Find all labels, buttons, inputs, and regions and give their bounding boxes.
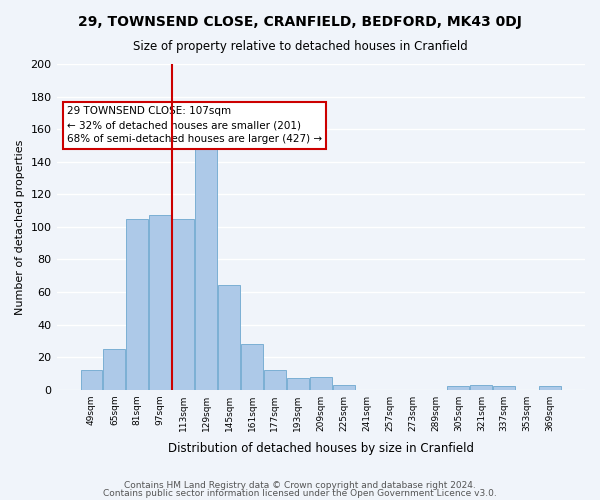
Bar <box>103 349 125 390</box>
Bar <box>127 218 148 390</box>
Bar <box>80 370 103 390</box>
Bar <box>539 386 561 390</box>
Bar <box>172 218 194 390</box>
Bar <box>264 370 286 390</box>
Text: Size of property relative to detached houses in Cranfield: Size of property relative to detached ho… <box>133 40 467 53</box>
Bar <box>195 140 217 390</box>
Y-axis label: Number of detached properties: Number of detached properties <box>15 139 25 314</box>
Bar <box>241 344 263 390</box>
Text: 29, TOWNSEND CLOSE, CRANFIELD, BEDFORD, MK43 0DJ: 29, TOWNSEND CLOSE, CRANFIELD, BEDFORD, … <box>78 15 522 29</box>
Bar <box>493 386 515 390</box>
Bar <box>333 385 355 390</box>
Bar <box>287 378 309 390</box>
Bar <box>448 386 469 390</box>
Bar <box>470 385 492 390</box>
Bar <box>149 216 171 390</box>
Text: 29 TOWNSEND CLOSE: 107sqm
← 32% of detached houses are smaller (201)
68% of semi: 29 TOWNSEND CLOSE: 107sqm ← 32% of detac… <box>67 106 322 144</box>
Bar <box>218 286 240 390</box>
Bar <box>310 376 332 390</box>
Text: Contains HM Land Registry data © Crown copyright and database right 2024.: Contains HM Land Registry data © Crown c… <box>124 481 476 490</box>
Text: Contains public sector information licensed under the Open Government Licence v3: Contains public sector information licen… <box>103 488 497 498</box>
X-axis label: Distribution of detached houses by size in Cranfield: Distribution of detached houses by size … <box>168 442 474 455</box>
